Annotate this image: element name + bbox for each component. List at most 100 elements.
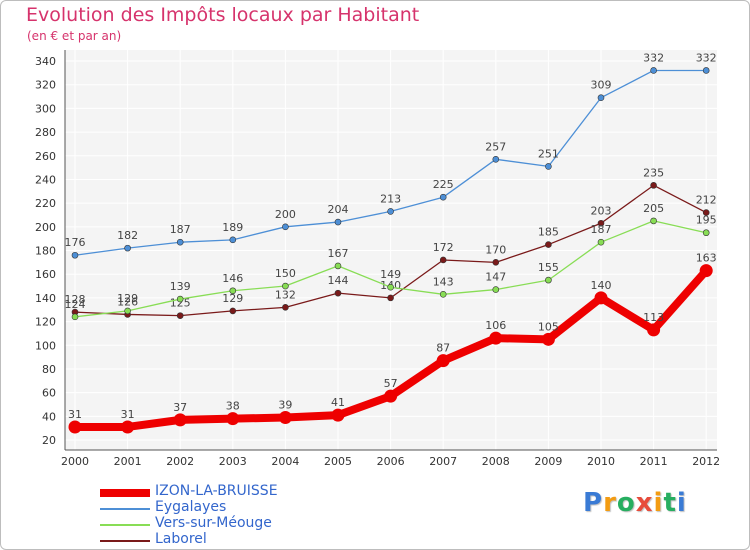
data-label: 38 [226, 400, 240, 413]
data-point [334, 262, 342, 270]
data-label: 144 [328, 274, 349, 287]
data-point [282, 223, 289, 231]
y-tick-label: 200 [35, 221, 56, 234]
data-point [650, 67, 657, 74]
data-label: 213 [380, 192, 401, 205]
data-label: 140 [591, 279, 612, 292]
data-label: 200 [275, 208, 296, 221]
data-point [387, 208, 394, 215]
data-point [541, 332, 555, 346]
data-label: 195 [696, 214, 717, 227]
data-label: 146 [222, 272, 243, 285]
data-point [436, 354, 450, 368]
data-label: 128 [65, 293, 86, 306]
legend-swatch [100, 508, 150, 510]
x-tick-label: 2000 [61, 455, 89, 468]
y-tick-label: 240 [35, 173, 56, 186]
data-point [226, 412, 240, 426]
data-point [489, 331, 503, 345]
data-point [545, 276, 552, 284]
data-label: 187 [591, 223, 612, 236]
x-tick-label: 2003 [219, 455, 247, 468]
data-label: 176 [65, 236, 86, 249]
data-label: 105 [538, 320, 559, 333]
data-label: 257 [485, 140, 506, 153]
data-point [71, 251, 79, 259]
chart-title: Evolution des Impôts locaux par Habitant [26, 4, 420, 26]
x-tick-label: 2007 [429, 455, 457, 468]
data-label: 37 [173, 401, 187, 414]
data-label: 155 [538, 261, 559, 274]
x-tick-label: 2012 [692, 455, 720, 468]
y-tick-label: 340 [35, 55, 56, 68]
data-label: 143 [433, 275, 454, 288]
data-label: 31 [68, 408, 82, 421]
data-point [282, 304, 289, 311]
data-point [282, 282, 289, 290]
data-label: 149 [380, 268, 401, 281]
data-label: 167 [328, 247, 349, 260]
data-label: 189 [222, 221, 243, 234]
data-point [545, 241, 552, 248]
y-tick-label: 180 [35, 245, 56, 258]
data-point [650, 182, 657, 189]
data-point [492, 156, 500, 163]
data-point [278, 410, 292, 424]
data-point [597, 219, 605, 227]
data-point [647, 323, 661, 337]
data-point [71, 313, 79, 321]
data-point [334, 218, 342, 226]
data-label: 113 [643, 311, 664, 324]
y-tick-label: 120 [35, 316, 56, 329]
data-label: 39 [278, 398, 292, 411]
y-tick-label: 20 [42, 434, 56, 447]
data-label: 87 [436, 342, 450, 355]
data-point [650, 217, 657, 225]
data-label: 203 [591, 204, 612, 217]
data-label: 205 [643, 202, 664, 215]
data-point [702, 67, 710, 74]
y-tick-label: 40 [42, 410, 56, 423]
x-tick-label: 2005 [324, 455, 352, 468]
data-point [124, 307, 131, 315]
y-tick-label: 280 [35, 126, 56, 139]
data-label: 106 [485, 319, 506, 332]
data-point [702, 229, 710, 237]
legend-swatch [100, 540, 150, 542]
data-label: 185 [538, 226, 559, 239]
y-tick-label: 320 [35, 79, 56, 92]
data-label: 225 [433, 178, 454, 191]
y-tick-label: 140 [35, 292, 56, 305]
x-tick-label: 2002 [166, 455, 194, 468]
legend-swatch [100, 524, 150, 526]
data-point [124, 244, 131, 252]
x-tick-label: 2008 [482, 455, 510, 468]
data-label: 150 [275, 267, 296, 280]
x-tick-label: 2001 [114, 455, 142, 468]
data-label: 31 [121, 408, 135, 421]
data-point [334, 289, 342, 297]
data-label: 309 [591, 79, 612, 92]
data-label: 170 [485, 243, 506, 256]
data-point [597, 94, 605, 102]
data-label: 129 [222, 292, 243, 305]
data-label: 57 [384, 377, 398, 390]
data-label: 187 [170, 223, 191, 236]
y-tick-label: 60 [42, 387, 56, 400]
data-point [439, 193, 447, 201]
data-point [331, 408, 345, 422]
data-point [229, 287, 237, 295]
data-label: 126 [117, 295, 138, 308]
chart-subtitle: (en € et par an) [27, 29, 122, 43]
data-point [68, 420, 82, 434]
data-label: 204 [328, 203, 349, 216]
data-point [176, 312, 184, 319]
legend-swatch [100, 489, 150, 497]
x-tick-label: 2004 [271, 455, 299, 468]
data-label: 251 [538, 147, 559, 160]
data-label: 129 [117, 292, 138, 305]
data-point [439, 291, 447, 298]
data-point [229, 236, 237, 244]
data-point [702, 209, 710, 216]
y-tick-label: 160 [35, 268, 56, 281]
